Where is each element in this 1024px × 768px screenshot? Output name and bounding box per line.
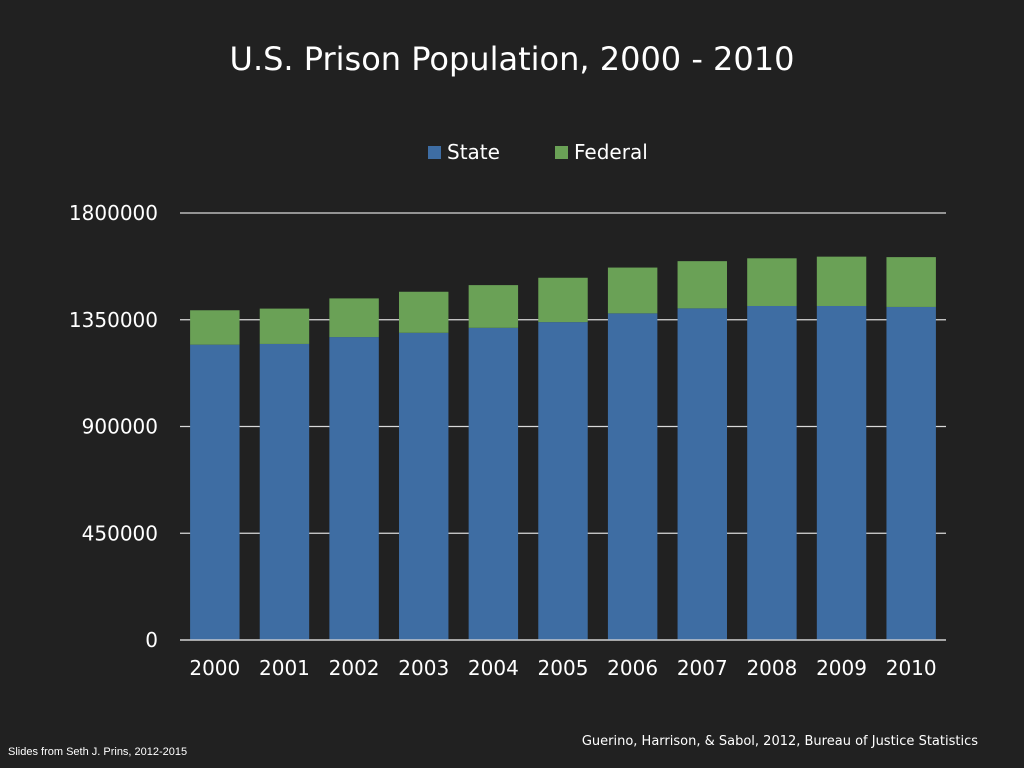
bar-state-2003 (399, 332, 449, 640)
x-tick-label: 2003 (398, 656, 449, 680)
x-tick-label: 2005 (538, 656, 589, 680)
bar-state-2009 (816, 305, 867, 640)
bar-federal-2000 (190, 310, 240, 345)
x-tick-label: 2008 (746, 656, 797, 680)
y-tick-label: 0 (145, 628, 158, 652)
chart-legend: State Federal (0, 140, 1024, 168)
bar-federal-2006 (607, 267, 658, 314)
bar-state-2001 (259, 343, 310, 640)
bar-state-2006 (607, 313, 658, 640)
bar-federal-2005 (538, 277, 588, 323)
chart-title: U.S. Prison Population, 2000 - 2010 (229, 40, 795, 78)
source-citation: Guerino, Harrison, & Sabol, 2012, Bureau… (581, 734, 978, 749)
x-tick-label: 2007 (677, 656, 728, 680)
legend-label-state: State (447, 140, 500, 164)
x-tick-label: 2010 (886, 656, 937, 680)
y-tick-label: 450000 (82, 521, 158, 545)
x-tick-label: 2001 (259, 656, 310, 680)
bar-state-2000 (190, 344, 240, 640)
x-tick-label: 2009 (816, 656, 867, 680)
bar-federal-2007 (677, 261, 727, 309)
x-tick-label: 2006 (607, 656, 658, 680)
bar-state-2010 (886, 306, 936, 640)
bar-federal-2010 (886, 257, 936, 307)
bar-federal-2008 (747, 258, 797, 306)
bar-state-2008 (747, 305, 797, 640)
bar-federal-2001 (259, 308, 310, 344)
legend-label-federal: Federal (574, 140, 648, 164)
bar-federal-2009 (816, 256, 867, 306)
x-tick-label: 2004 (468, 656, 519, 680)
bar-federal-2003 (399, 291, 449, 333)
x-tick-label: 2000 (189, 656, 240, 680)
y-tick-label: 1350000 (69, 308, 158, 332)
legend-swatch-state (428, 145, 441, 159)
bar-state-2005 (538, 322, 588, 640)
bar-federal-2004 (468, 285, 519, 328)
x-tick-label: 2002 (329, 656, 380, 680)
bar-state-2007 (677, 308, 727, 640)
legend-item-state: State (428, 140, 500, 164)
bar-federal-2002 (329, 298, 379, 338)
legend-swatch-federal (555, 145, 568, 159)
slide-credit: Slides from Seth J. Prins, 2012-2015 (8, 746, 188, 758)
y-tick-label: 1800000 (69, 201, 158, 225)
bar-state-2002 (329, 337, 379, 640)
legend-item-federal: Federal (555, 140, 648, 164)
y-tick-label: 900000 (82, 415, 158, 439)
bar-state-2004 (468, 327, 519, 640)
bar-chart: 0 450000 900000 1350000 1800000 2000 2001 2002 2… (69, 201, 946, 680)
